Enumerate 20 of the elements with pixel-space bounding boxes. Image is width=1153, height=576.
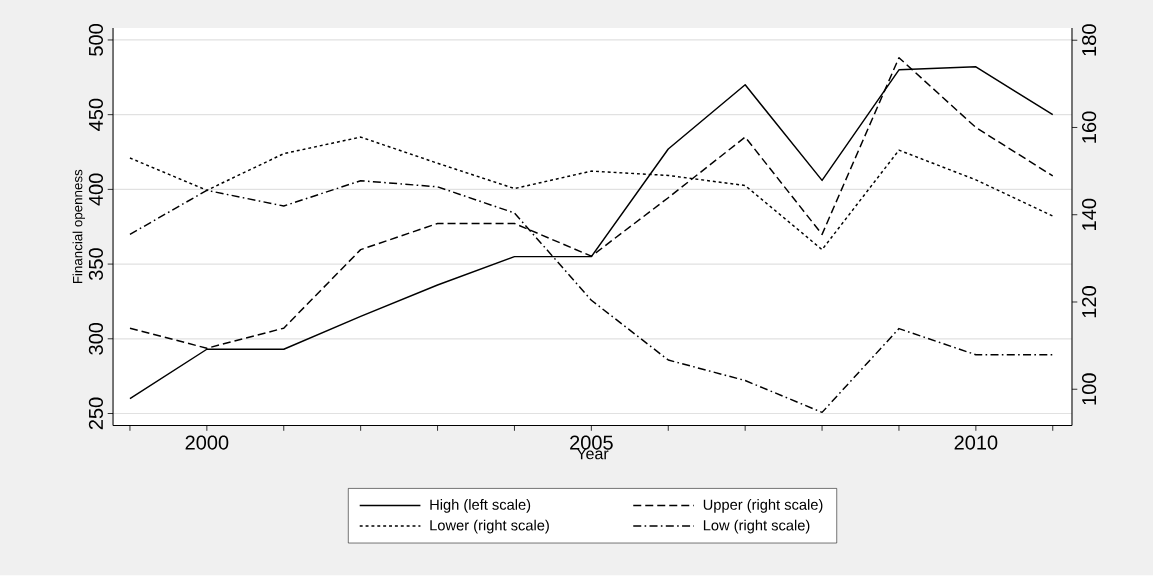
legend-label: Low (right scale)	[703, 519, 810, 534]
x-tick-label: 2005	[570, 435, 613, 450]
x-axis-title: Year	[576, 448, 609, 460]
y-tick-label: 300	[88, 323, 103, 355]
y2-tick-label: 180	[1082, 24, 1097, 56]
y2-tick-label: 100	[1082, 373, 1097, 405]
x-tick-label: 2000	[185, 435, 229, 450]
y-tick-label: 350	[88, 248, 103, 281]
legend-label: Upper (right scale)	[703, 499, 823, 513]
y2-tick-label: 120	[1082, 286, 1097, 318]
y-tick-label: 400	[88, 173, 103, 206]
legend-label: Lower (right scale)	[430, 519, 549, 534]
legend-label: High (left scale)	[430, 499, 531, 513]
y2-tick-label: 140	[1082, 199, 1097, 231]
y2-tick-label: 160	[1082, 111, 1097, 143]
y-tick-label: 250	[88, 397, 103, 430]
y-tick-label: 500	[88, 24, 103, 57]
x-tick-label: 2010	[954, 435, 998, 450]
y-tick-label: 450	[88, 99, 103, 132]
y-axis-title: Financial openness	[72, 170, 85, 284]
